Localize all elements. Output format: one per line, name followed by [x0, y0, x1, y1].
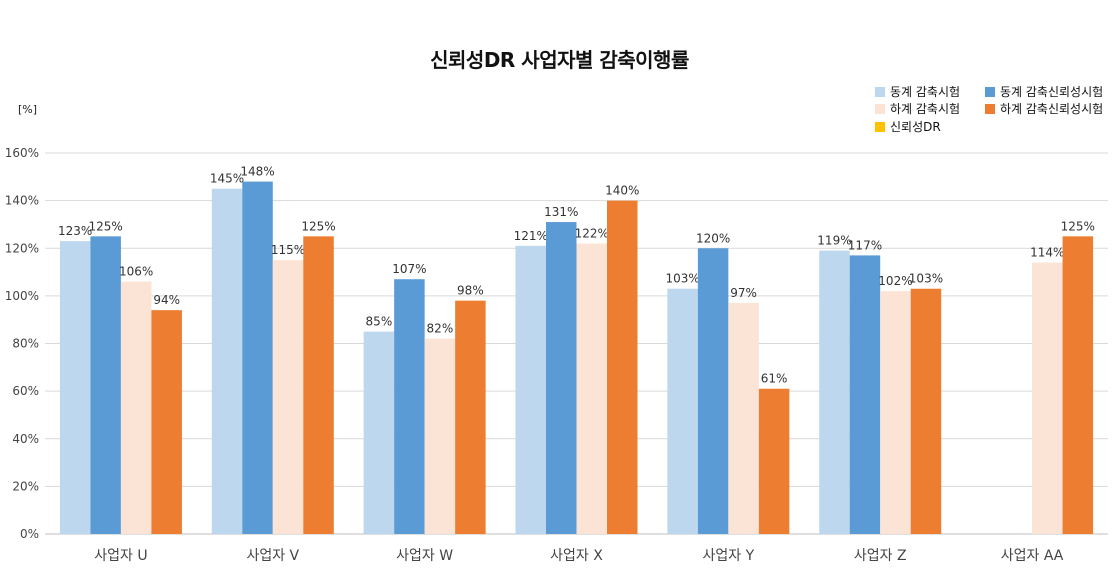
x-category-label: 사업자 V	[246, 548, 299, 564]
data-label: 85%	[366, 315, 393, 329]
bar	[303, 236, 334, 534]
legend-item-winter-test: 동계 감축시험	[875, 83, 960, 100]
bar	[242, 181, 273, 534]
bar	[546, 222, 577, 534]
legend-label: 동계 감축시험	[890, 85, 961, 99]
data-label: 140%	[605, 184, 639, 198]
legend-item-winter-reliability-test: 동계 감축신뢰성시험	[985, 83, 1103, 100]
legend-label: 신뢰성DR	[890, 120, 941, 134]
x-category-label: 사업자 X	[550, 548, 603, 564]
y-tick-label: 100%	[5, 289, 39, 303]
legend-item-summer-test: 하계 감축시험	[875, 100, 960, 117]
data-label: 145%	[210, 172, 244, 186]
y-tick-label: 60%	[12, 384, 39, 398]
data-label: 121%	[514, 229, 548, 243]
x-category-label: 사업자 AA	[1001, 548, 1064, 564]
legend-label: 동계 감축신뢰성시험	[1000, 85, 1104, 99]
bar	[363, 331, 395, 534]
y-tick-label: 40%	[12, 432, 39, 446]
y-axis-unit-label: [%]	[18, 103, 38, 116]
legend-swatch	[875, 121, 885, 132]
legend-item-summer-reliability-test: 하계 감축신뢰성시험	[985, 100, 1103, 117]
data-label: 107%	[392, 262, 426, 276]
bar	[211, 188, 243, 534]
data-label: 131%	[544, 205, 578, 219]
data-label: 125%	[1061, 219, 1095, 233]
y-tick-label: 0%	[20, 527, 39, 541]
data-label: 114%	[1030, 246, 1064, 260]
legend-label: 하계 감축신뢰성시험	[1000, 102, 1104, 116]
bar	[667, 288, 698, 534]
bar	[819, 250, 850, 534]
bar	[576, 243, 607, 535]
data-label: 82%	[427, 322, 454, 336]
y-tick-label: 160%	[5, 146, 39, 160]
data-label: 94%	[153, 293, 180, 307]
bar	[697, 248, 729, 534]
data-label: 117%	[848, 238, 882, 252]
y-tick-label: 140%	[5, 194, 39, 208]
bar	[455, 300, 486, 534]
legend-label: 하계 감축시험	[890, 102, 961, 116]
legend-item-reliability-dr: 신뢰성DR	[875, 118, 941, 135]
bar	[758, 388, 790, 534]
data-label: 61%	[761, 372, 788, 386]
bar	[394, 279, 425, 534]
data-label: 122%	[575, 226, 609, 240]
x-category-label: 사업자 U	[94, 548, 147, 564]
data-label: 115%	[271, 243, 305, 257]
bar	[272, 260, 304, 534]
data-label: 148%	[240, 165, 274, 179]
x-category-label: 사업자 Z	[854, 548, 907, 564]
data-label: 103%	[665, 272, 699, 286]
bar	[151, 310, 182, 534]
bar	[910, 288, 942, 534]
bar	[515, 245, 546, 534]
data-label: 125%	[89, 219, 123, 233]
data-label: 103%	[909, 272, 943, 286]
bar	[1062, 236, 1094, 534]
data-label: 125%	[301, 219, 335, 233]
data-label: 119%	[817, 234, 851, 248]
bar	[607, 200, 638, 534]
data-label: 98%	[457, 284, 484, 298]
legend-swatch	[875, 103, 885, 114]
legend-swatch	[985, 103, 995, 114]
bar	[728, 303, 759, 534]
chart-title: 신뢰성DR 사업자별 감축이행률	[430, 48, 689, 72]
bar	[1032, 262, 1063, 534]
bar	[849, 255, 881, 535]
data-label: 97%	[730, 286, 757, 300]
data-label: 106%	[119, 265, 153, 279]
y-tick-label: 80%	[12, 337, 39, 351]
legend-swatch	[875, 86, 885, 97]
y-tick-label: 20%	[12, 479, 39, 493]
data-label: 102%	[878, 274, 912, 288]
x-category-label: 사업자 W	[396, 548, 453, 564]
bar	[880, 291, 911, 534]
bar	[59, 241, 91, 534]
bar	[424, 338, 456, 534]
bar	[120, 281, 152, 534]
bar	[90, 236, 121, 534]
data-label: 123%	[58, 224, 92, 238]
data-label: 120%	[696, 231, 730, 245]
legend-swatch	[985, 86, 995, 97]
y-tick-label: 120%	[5, 241, 39, 255]
x-category-label: 사업자 Y	[703, 548, 755, 564]
